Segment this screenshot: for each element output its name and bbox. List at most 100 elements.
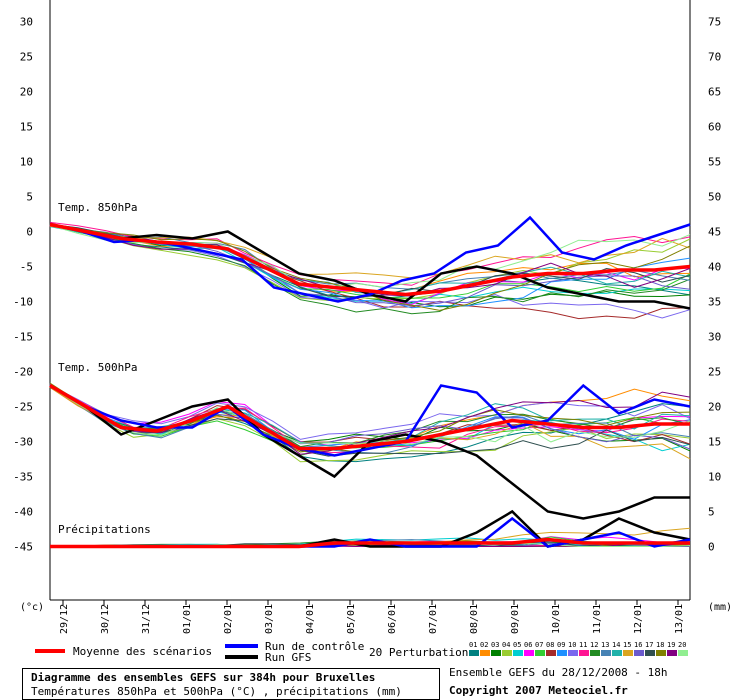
date-label: 07/01 bbox=[428, 604, 439, 634]
control-run-line bbox=[49, 383, 691, 457]
legend-perturbation-id: 11 bbox=[579, 641, 587, 649]
footer-box: Diagramme des ensembles GEFS sur 384h po… bbox=[22, 668, 440, 700]
legend-perturbation-swatch bbox=[678, 650, 688, 656]
left-tick-label: -10 bbox=[13, 296, 33, 309]
date-label: 05/01 bbox=[346, 604, 357, 634]
date-label: 02/01 bbox=[223, 604, 234, 634]
legend-perturbation-id: 04 bbox=[502, 641, 510, 649]
legend-perturbation-id: 06 bbox=[524, 641, 532, 649]
legend-perturbation-swatch bbox=[469, 650, 479, 656]
left-tick-label: -15 bbox=[13, 331, 33, 344]
legend-perturbation-swatch bbox=[634, 650, 644, 656]
mean-line bbox=[49, 222, 691, 297]
left-tick-label: -40 bbox=[13, 506, 33, 519]
right-tick-label: 5 bbox=[708, 506, 715, 519]
legend-perturbation-id: 03 bbox=[491, 641, 499, 649]
left-tick-label: 0 bbox=[26, 226, 33, 239]
right-tick-label: 60 bbox=[708, 121, 721, 134]
plot-frame bbox=[49, 0, 691, 601]
date-label: 29/12 bbox=[59, 604, 70, 634]
left-tick-label: 30 bbox=[20, 16, 33, 29]
legend-mean-label: Moyenne des scénarios bbox=[73, 645, 212, 658]
legend-perturbation-swatch bbox=[568, 650, 578, 656]
legend-perturbation-id: 20 bbox=[678, 641, 686, 649]
date-label: 30/12 bbox=[100, 604, 111, 634]
right-tick-label: 10 bbox=[708, 471, 721, 484]
legend-perturbation-swatch bbox=[656, 650, 666, 656]
left-tick-label: 5 bbox=[26, 191, 33, 204]
perturbation-line bbox=[49, 223, 691, 302]
legend-perturbation-id: 19 bbox=[667, 641, 675, 649]
series-group bbox=[49, 215, 691, 549]
gfs-run-line bbox=[49, 384, 690, 520]
legend-perturbation-swatch bbox=[546, 650, 556, 656]
date-label: 11/01 bbox=[592, 604, 603, 634]
panel-label: Précipitations bbox=[58, 523, 151, 536]
legend-perturbation-swatch bbox=[491, 650, 501, 656]
right-tick-label: 25 bbox=[708, 366, 721, 379]
legend-perturbation-id: 08 bbox=[546, 641, 554, 649]
legend-perturbation-id: 07 bbox=[535, 641, 543, 649]
date-label: 10/01 bbox=[551, 604, 562, 634]
panel-labels: Temp. 850hPa Temp. 500hPa Précipitations bbox=[58, 201, 151, 536]
right-tick-label: 0 bbox=[708, 541, 715, 554]
right-tick-label: 35 bbox=[708, 296, 721, 309]
legend-perturbation-id: 13 bbox=[601, 641, 609, 649]
date-label: 04/01 bbox=[305, 604, 316, 634]
mean-line bbox=[49, 383, 690, 451]
run-info: Ensemble GEFS du 28/12/2008 - 18h bbox=[449, 666, 668, 679]
left-tick-label: -5 bbox=[20, 261, 33, 274]
left-tick-label: -45 bbox=[13, 541, 33, 554]
date-label: 31/12 bbox=[141, 604, 152, 634]
perturbation-line bbox=[49, 225, 691, 279]
left-axis-unit: (°c) bbox=[20, 602, 44, 613]
right-tick-label: 75 bbox=[708, 16, 721, 29]
mean-line bbox=[50, 537, 690, 549]
right-tick-label: 15 bbox=[708, 436, 721, 449]
legend-perturbation-swatch bbox=[667, 650, 677, 656]
legend-perturbation-swatch bbox=[513, 650, 523, 656]
right-tick-label: 30 bbox=[708, 331, 721, 344]
legend-perturbations-label: 20 Perturbations bbox=[369, 646, 475, 659]
left-tick-label: -35 bbox=[13, 471, 33, 484]
legend-perturbation-id: 05 bbox=[513, 641, 521, 649]
panel-label: Temp. 500hPa bbox=[58, 361, 137, 374]
right-tick-label: 40 bbox=[708, 261, 721, 274]
legend-perturbation-id: 01 bbox=[469, 641, 477, 649]
legend-perturbation-swatch bbox=[579, 650, 589, 656]
legend-perturbation-swatch bbox=[557, 650, 567, 656]
right-tick-label: 45 bbox=[708, 226, 721, 239]
ensemble-chart: 302520151050-5-10-15-20-25-30-35-40-45(°… bbox=[13, 0, 732, 664]
chart-legend: Moyenne des scénarios Run de contrôleRun … bbox=[35, 640, 688, 664]
legend-control-label: Run de contrôle bbox=[265, 640, 364, 653]
perturbation-line bbox=[49, 385, 691, 440]
legend-perturbation-swatch bbox=[480, 650, 490, 656]
legend-perturbation-swatch bbox=[535, 650, 545, 656]
left-tick-label: 10 bbox=[20, 156, 33, 169]
legend-gfs-label: Run GFS bbox=[265, 651, 311, 664]
date-label: 06/01 bbox=[387, 604, 398, 634]
footer-title: Diagramme des ensembles GEFS sur 384h po… bbox=[31, 671, 376, 684]
right-tick-label: 70 bbox=[708, 51, 721, 64]
panel-label: Temp. 850hPa bbox=[58, 201, 137, 214]
date-label: 01/01 bbox=[182, 604, 193, 634]
date-label: 12/01 bbox=[633, 604, 644, 634]
legend-perturbation-id: 09 bbox=[557, 641, 565, 649]
copyright: Copyright 2007 Meteociel.fr bbox=[449, 684, 628, 697]
legend-perturbation-swatch bbox=[612, 650, 622, 656]
date-label: 03/01 bbox=[264, 604, 275, 634]
right-axis-unit: (mm) bbox=[708, 602, 732, 613]
legend-perturbation-swatch bbox=[601, 650, 611, 656]
legend-perturbation-swatch bbox=[645, 650, 655, 656]
date-axis: 29/12 30/12 31/12 01/01 02/01 03/01 04/01 05/01… bbox=[59, 600, 685, 634]
legend-perturbation-id: 10 bbox=[568, 641, 576, 649]
left-axis: 30 25 20 15 10 5 0 -5 -10 -15 -20 -25 -30 -35 -40 -45 (°… bbox=[13, 16, 44, 614]
legend-perturbation-id: 14 bbox=[612, 641, 620, 649]
legend-perturbation-id: 12 bbox=[590, 641, 598, 649]
left-tick-label: 15 bbox=[20, 121, 33, 134]
legend-perturbation-id: 02 bbox=[480, 641, 488, 649]
right-tick-label: 20 bbox=[708, 401, 721, 414]
left-tick-label: -25 bbox=[13, 401, 33, 414]
legend-perturbation-swatch bbox=[623, 650, 633, 656]
